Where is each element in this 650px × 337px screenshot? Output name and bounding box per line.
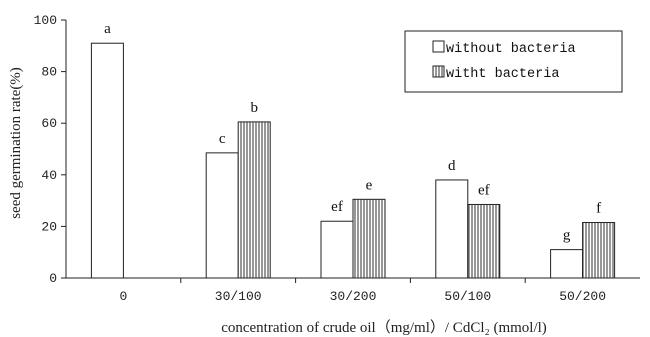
y-tick-label: 60 [41, 116, 57, 131]
legend-label-with-bacteria: witht bacteria [446, 67, 559, 82]
y-tick-label: 40 [41, 168, 57, 183]
legend-swatch-with-bacteria [433, 66, 444, 77]
bar-with-bacteria [353, 199, 385, 278]
bar-without-bacteria [551, 250, 583, 278]
y-tick-label: 0 [49, 271, 57, 286]
legend-swatch-without-bacteria [433, 41, 444, 52]
y-tick-label: 20 [41, 219, 57, 234]
x-tick-label: 50/200 [559, 289, 606, 304]
significance-label: g [563, 228, 571, 244]
y-tick-label: 80 [41, 65, 57, 80]
bar-with-bacteria [468, 204, 500, 278]
y-axis-label: seed germination rate(%) [8, 67, 24, 219]
significance-label: b [250, 100, 258, 116]
significance-label: e [366, 177, 373, 193]
x-tick-label: 50/100 [444, 289, 491, 304]
significance-label: ef [478, 182, 490, 198]
bar-with-bacteria [583, 223, 615, 278]
x-tick-label: 30/100 [215, 289, 262, 304]
significance-label: c [219, 131, 226, 147]
x-tick-label: 0 [119, 289, 127, 304]
bar-without-bacteria [321, 221, 353, 278]
legend-box [405, 31, 622, 92]
bar-without-bacteria [206, 153, 238, 278]
bar-without-bacteria [91, 43, 123, 278]
legend: without bacteria witht bacteria [405, 31, 622, 92]
bar-with-bacteria [238, 122, 270, 278]
x-tick-label: 30/200 [330, 289, 377, 304]
significance-label: ef [331, 199, 343, 215]
x-axis-label: concentration of crude oil（mg/ml）/ CdCl₂… [221, 319, 547, 336]
y-tick-label: 100 [34, 13, 57, 28]
significance-label: d [448, 158, 456, 174]
legend-label-without-bacteria: without bacteria [446, 42, 576, 57]
bar-without-bacteria [436, 180, 468, 278]
significance-label: f [596, 201, 601, 217]
significance-label: a [104, 21, 111, 37]
